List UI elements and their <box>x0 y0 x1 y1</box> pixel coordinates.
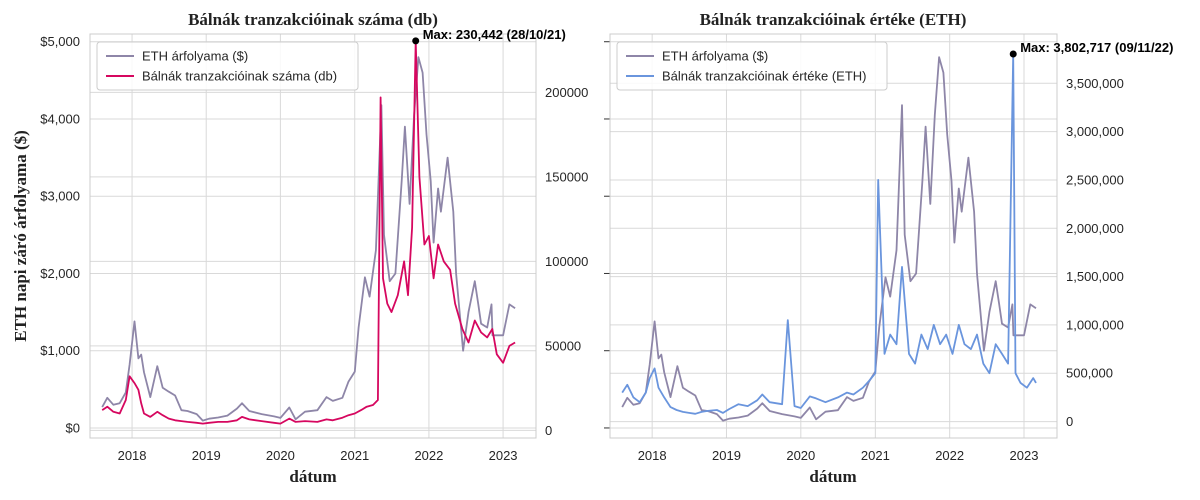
legend-entry: ETH árfolyama ($) <box>142 49 248 64</box>
legend-entry: Bálnák tranzakcióinak száma (db) <box>142 69 337 84</box>
plot-frame <box>89 33 537 439</box>
chart-panel-left: 2018 2019 2020 2021 2022 2023 $0 $1,000 $2,000 $3… <box>11 10 588 486</box>
max-marker <box>412 37 420 45</box>
right-tick-label: 3,000,000 <box>1066 124 1124 139</box>
chart-panel-right: 2018 2019 2020 2021 2022 2023 0 500,000 1,000,00… <box>604 10 1173 486</box>
chart-title: Bálnák tranzakcióinak száma (db) <box>188 10 438 29</box>
left-tick-label: $0 <box>66 420 80 435</box>
x-tick-label: 2021 <box>340 448 369 463</box>
x-axis-label: dátum <box>289 467 336 486</box>
legend: ETH árfolyama ($) Bálnák tranzakcióinak é… <box>616 41 888 91</box>
x-tick-label: 2018 <box>638 448 667 463</box>
series-line-0 <box>101 56 516 422</box>
right-tick-label: 50000 <box>545 338 581 353</box>
x-tick-label: 2019 <box>192 448 221 463</box>
series-line-0 <box>621 56 1037 422</box>
legend-entry: ETH árfolyama ($) <box>662 49 768 64</box>
legend: ETH árfolyama ($) Bálnák tranzakcióinak s… <box>96 41 359 91</box>
right-tick-label: 500,000 <box>1066 366 1113 381</box>
x-tick-label: 2023 <box>489 448 518 463</box>
legend-box <box>616 41 888 91</box>
left-tick-label: $2,000 <box>40 266 80 281</box>
left-tick-label: $1,000 <box>40 343 80 358</box>
right-tick-label: 200000 <box>545 85 588 100</box>
max-marker <box>1009 50 1017 58</box>
chart-title: Bálnák tranzakcióinak értéke (ETH) <box>700 10 967 29</box>
x-tick-label: 2020 <box>786 448 815 463</box>
left-tick-label: $3,000 <box>40 189 80 204</box>
right-tick-label: 2,500,000 <box>1066 172 1124 187</box>
left-tick-label: $4,000 <box>40 111 80 126</box>
max-annotation: Max: 3,802,717 (09/11/22) <box>1020 40 1173 55</box>
x-tick-label: 2022 <box>935 448 964 463</box>
x-tick-label: 2021 <box>861 448 890 463</box>
series-line-1 <box>621 53 1037 415</box>
x-tick-label: 2022 <box>414 448 443 463</box>
right-tick-label: 1,000,000 <box>1066 317 1124 332</box>
right-tick-label: 0 <box>545 423 552 438</box>
x-tick-label: 2020 <box>266 448 295 463</box>
legend-entry: Bálnák tranzakcióinak értéke (ETH) <box>662 69 866 84</box>
right-tick-label: 1,500,000 <box>1066 269 1124 284</box>
x-tick-label: 2018 <box>118 448 147 463</box>
right-tick-label: 3,500,000 <box>1066 76 1124 91</box>
right-tick-label: 0 <box>1066 414 1073 429</box>
right-tick-label: 2,000,000 <box>1066 221 1124 236</box>
max-annotation: Max: 230,442 (28/10/21) <box>423 27 566 42</box>
x-tick-label: 2023 <box>1010 448 1039 463</box>
right-tick-label: 100000 <box>545 254 588 269</box>
plot-frame <box>609 33 1058 439</box>
series-line-1 <box>101 40 516 425</box>
right-tick-label: 150000 <box>545 169 588 184</box>
left-tick-label: $5,000 <box>40 34 80 49</box>
legend-box <box>96 41 359 91</box>
x-tick-label: 2019 <box>712 448 741 463</box>
y-axis-label: ETH napi záró árfolyama ($) <box>11 130 30 342</box>
x-axis-label: dátum <box>809 467 856 486</box>
